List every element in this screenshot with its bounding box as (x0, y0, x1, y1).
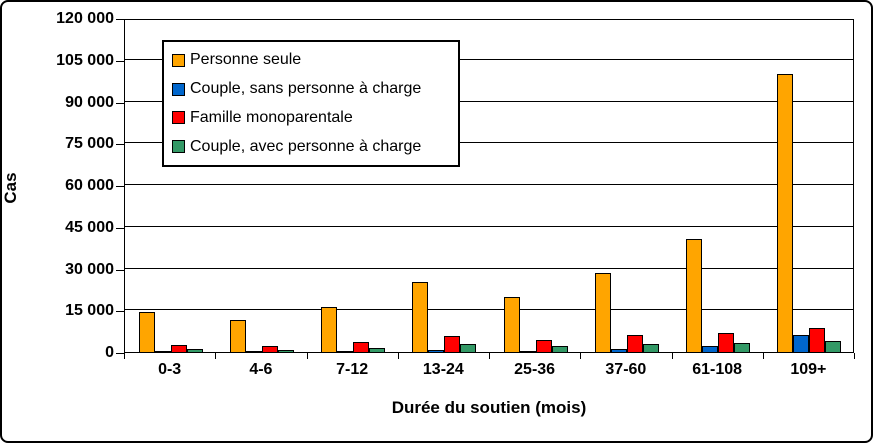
bar-group-61-108 (673, 20, 764, 352)
x-tick-label: 25-36 (514, 361, 556, 378)
y-tick-mark (116, 227, 125, 229)
legend-item: Couple, sans personne à charge (172, 80, 452, 98)
x-tick-label: 7-12 (336, 361, 369, 378)
y-tick-mark (116, 186, 125, 187)
legend-swatch (172, 53, 185, 67)
x-tick-label: 61-108 (692, 361, 743, 378)
bar (642, 344, 659, 352)
bar (686, 239, 703, 352)
bar-group-7-12 (308, 20, 399, 352)
x-tick-label: 4-6 (249, 361, 273, 378)
legend-item: Couple, avec personne à charge (172, 138, 452, 156)
bar (594, 273, 611, 352)
y-tick-mark (116, 60, 125, 62)
bar (186, 348, 203, 352)
gridline (125, 267, 853, 269)
y-tick-label: 30 000 (65, 260, 114, 278)
bar-group-4-6 (216, 20, 307, 352)
x-axis-title: Durée du soutien (mois) (391, 398, 587, 417)
y-tick-label: 60 000 (65, 177, 114, 194)
bar-group-25-36 (490, 20, 581, 352)
x-tick-mark (854, 353, 855, 359)
bar (610, 349, 627, 352)
bar (734, 343, 751, 352)
legend-swatch (172, 82, 185, 96)
y-tick-mark (116, 353, 125, 354)
bar (626, 335, 643, 352)
x-tick-mark (489, 353, 490, 359)
legend-label: Couple, avec personne à charge (190, 137, 422, 155)
y-tick-label: 45 000 (65, 218, 114, 236)
legend-label: Couple, sans personne à charge (190, 80, 422, 98)
gridline (125, 142, 853, 144)
y-tick-mark (116, 269, 125, 271)
gridline (125, 58, 853, 60)
x-tick-mark (762, 353, 764, 359)
bar (321, 306, 338, 352)
bar (535, 340, 552, 352)
legend-label: Personne seule (190, 51, 302, 69)
y-tick-label: 120 000 (56, 10, 114, 27)
bar (245, 351, 262, 352)
bar (277, 349, 294, 352)
bar (825, 341, 842, 352)
gridline (125, 309, 853, 311)
bar (793, 335, 810, 352)
bar (718, 332, 735, 352)
y-tick-mark (116, 144, 125, 146)
x-tick-label: 13-24 (422, 361, 464, 378)
bar (428, 350, 445, 352)
bar (229, 320, 246, 352)
bar (809, 327, 826, 352)
gridline (125, 184, 853, 185)
bar (519, 350, 536, 352)
bar (460, 343, 477, 352)
bar-group-109+ (764, 20, 855, 352)
bar-group-37-60 (581, 20, 672, 352)
gridline (125, 225, 853, 227)
bar (369, 347, 386, 352)
bar (702, 346, 719, 352)
legend-label: Famille monoparentale (190, 108, 353, 126)
bar (337, 350, 354, 352)
legend: Personne seule Couple, sans personne à ch… (162, 40, 460, 167)
y-tick-mark (116, 19, 125, 20)
y-tick-label: 15 000 (65, 302, 114, 320)
x-tick-label: 0-3 (158, 361, 182, 378)
bar (353, 342, 370, 352)
bar (154, 351, 171, 352)
bar (551, 346, 568, 352)
bar (412, 281, 429, 352)
y-tick-label: 90 000 (65, 93, 114, 111)
y-tick-label: 105 000 (56, 51, 114, 69)
x-tick-label: 109+ (790, 361, 827, 378)
bar (777, 73, 794, 352)
gridline (125, 100, 853, 102)
bar-group-13-24 (399, 20, 490, 352)
y-tick-label: 0 (105, 344, 114, 361)
y-tick-label: 75 000 (65, 135, 114, 153)
x-tick-mark (306, 353, 308, 359)
x-tick-mark (397, 353, 399, 359)
x-tick-label: 37-60 (605, 361, 647, 378)
bar-group-0-3 (125, 20, 216, 352)
bar (444, 335, 461, 352)
legend-item: Personne seule (172, 51, 452, 69)
legend-item: Famille monoparentale (172, 109, 452, 127)
y-tick-mark (116, 102, 125, 104)
bar (503, 296, 520, 352)
legend-swatch (172, 111, 185, 125)
y-tick-mark (116, 311, 125, 313)
x-tick-mark (124, 353, 125, 359)
x-tick-mark (671, 353, 673, 359)
x-tick-mark (215, 353, 217, 359)
bar (170, 344, 187, 352)
legend-swatch (172, 140, 185, 154)
bar (261, 345, 278, 352)
x-tick-mark (580, 353, 582, 359)
bar (138, 311, 155, 352)
